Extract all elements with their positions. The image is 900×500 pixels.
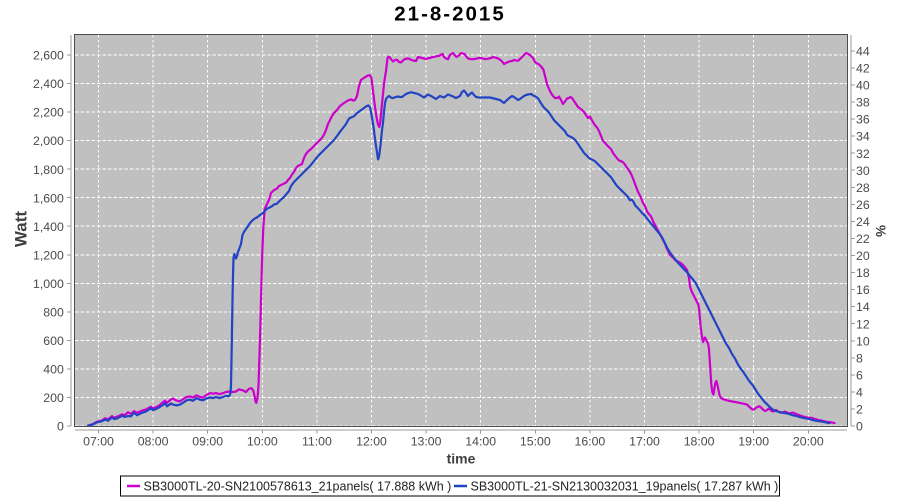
svg-text:6: 6 — [856, 369, 863, 383]
svg-text:20:00: 20:00 — [793, 434, 824, 448]
svg-text:2,000: 2,000 — [33, 134, 64, 148]
svg-text:08:00: 08:00 — [138, 434, 169, 448]
svg-text:18: 18 — [856, 266, 870, 280]
svg-text:1,400: 1,400 — [33, 220, 64, 234]
svg-text:21-8-2015: 21-8-2015 — [394, 3, 505, 26]
svg-text:time: time — [447, 451, 476, 467]
svg-text:400: 400 — [43, 363, 64, 377]
svg-text:%: % — [873, 225, 888, 237]
svg-text:09:00: 09:00 — [192, 434, 223, 448]
svg-text:12:00: 12:00 — [356, 434, 387, 448]
svg-text:38: 38 — [856, 96, 870, 110]
svg-text:2,200: 2,200 — [33, 106, 64, 120]
svg-text:2,400: 2,400 — [33, 77, 64, 91]
svg-text:Watt: Watt — [12, 211, 31, 248]
svg-text:17:00: 17:00 — [629, 434, 660, 448]
svg-text:19:00: 19:00 — [738, 434, 769, 448]
svg-text:20: 20 — [856, 249, 870, 263]
svg-text:42: 42 — [856, 62, 870, 76]
svg-text:10: 10 — [856, 334, 870, 348]
svg-text:13:00: 13:00 — [411, 434, 442, 448]
svg-text:1,800: 1,800 — [33, 163, 64, 177]
svg-text:07:00: 07:00 — [83, 434, 114, 448]
svg-text:36: 36 — [856, 113, 870, 127]
svg-text:1,000: 1,000 — [33, 277, 64, 291]
svg-text:4: 4 — [856, 386, 863, 400]
svg-text:11:00: 11:00 — [302, 434, 332, 448]
svg-text:200: 200 — [43, 391, 64, 405]
svg-text:24: 24 — [856, 215, 870, 229]
svg-text:32: 32 — [856, 147, 870, 161]
svg-text:28: 28 — [856, 181, 870, 195]
svg-text:16:00: 16:00 — [575, 434, 606, 448]
svg-text:40: 40 — [856, 79, 870, 93]
svg-text:1,200: 1,200 — [33, 248, 64, 262]
svg-text:2,600: 2,600 — [33, 49, 64, 63]
svg-text:8: 8 — [856, 351, 863, 365]
svg-text:0: 0 — [856, 420, 863, 434]
svg-text:2: 2 — [856, 403, 863, 417]
svg-text:SB3000TL-20-SN2100578613_21pan: SB3000TL-20-SN2100578613_21panels( 17.88… — [144, 480, 452, 494]
svg-text:1,600: 1,600 — [33, 191, 64, 205]
svg-text:10:00: 10:00 — [247, 434, 278, 448]
svg-text:15:00: 15:00 — [520, 434, 551, 448]
svg-text:44: 44 — [856, 45, 870, 59]
svg-text:800: 800 — [43, 305, 64, 319]
svg-text:26: 26 — [856, 198, 870, 212]
svg-text:0: 0 — [57, 420, 64, 434]
svg-text:12: 12 — [856, 317, 870, 331]
svg-text:600: 600 — [43, 334, 64, 348]
svg-text:14:00: 14:00 — [465, 434, 496, 448]
svg-text:SB3000TL-21-SN2130032031_19pan: SB3000TL-21-SN2130032031_19panels( 17.28… — [471, 480, 779, 494]
svg-text:14: 14 — [856, 300, 870, 314]
svg-text:22: 22 — [856, 232, 870, 246]
svg-text:16: 16 — [856, 283, 870, 297]
svg-text:18:00: 18:00 — [684, 434, 715, 448]
svg-text:30: 30 — [856, 164, 870, 178]
svg-text:34: 34 — [856, 130, 870, 144]
